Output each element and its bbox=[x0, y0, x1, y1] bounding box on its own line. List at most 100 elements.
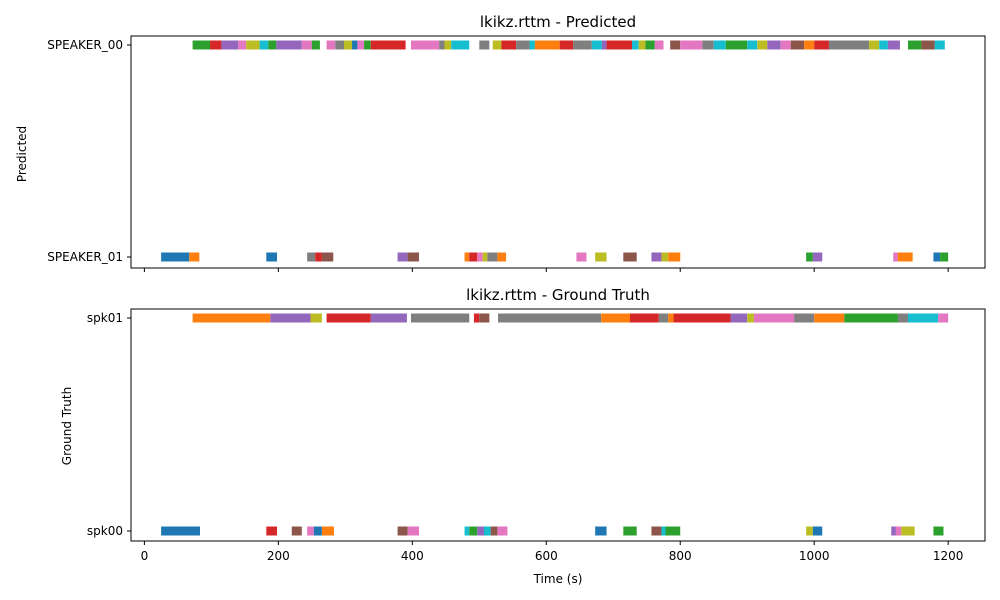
segment-spk01 bbox=[498, 313, 602, 323]
segment-spk01 bbox=[479, 313, 490, 323]
segment-speaker-00 bbox=[192, 40, 211, 50]
segment-spk00 bbox=[291, 526, 302, 536]
segment-speaker-00 bbox=[311, 40, 320, 50]
segment-speaker-01 bbox=[307, 252, 316, 262]
ground-truth-panel: lkikz.rttm - Ground Truth Ground Truth T… bbox=[60, 286, 986, 586]
segment-speaker-01 bbox=[321, 252, 334, 262]
segment-speaker-00 bbox=[828, 40, 870, 50]
segment-spk01 bbox=[668, 313, 674, 323]
segment-speaker-01 bbox=[497, 252, 507, 262]
segment-speaker-00 bbox=[335, 40, 344, 50]
segment-spk01 bbox=[747, 313, 754, 323]
segment-speaker-01 bbox=[487, 252, 498, 262]
segment-spk00 bbox=[891, 526, 896, 536]
segment-spk01 bbox=[192, 313, 271, 323]
segment-speaker-01 bbox=[576, 252, 587, 262]
segment-speaker-00 bbox=[210, 40, 222, 50]
segment-speaker-00 bbox=[780, 40, 791, 50]
segment-speaker-00 bbox=[879, 40, 888, 50]
segment-spk00 bbox=[895, 526, 902, 536]
segment-speaker-00 bbox=[439, 40, 445, 50]
segment-speaker-00 bbox=[301, 40, 312, 50]
segment-speaker-00 bbox=[921, 40, 935, 50]
segment-speaker-01 bbox=[464, 252, 470, 262]
segment-spk00 bbox=[266, 526, 278, 536]
segment-spk00 bbox=[933, 526, 944, 536]
segment-speaker-00 bbox=[632, 40, 639, 50]
segment-speaker-00 bbox=[680, 40, 703, 50]
segment-spk00 bbox=[407, 526, 420, 536]
segment-speaker-00 bbox=[814, 40, 829, 50]
segment-speaker-01 bbox=[161, 252, 190, 262]
segment-speaker-00 bbox=[516, 40, 530, 50]
segment-spk00 bbox=[490, 526, 498, 536]
segment-spk01 bbox=[601, 313, 630, 323]
ground-truth-axes-frame bbox=[130, 308, 986, 542]
segment-spk01 bbox=[730, 313, 748, 323]
segment-spk00 bbox=[661, 526, 666, 536]
segment-speaker-00 bbox=[645, 40, 655, 50]
segment-speaker-00 bbox=[654, 40, 664, 50]
segment-speaker-01 bbox=[397, 252, 408, 262]
segment-speaker-01 bbox=[661, 252, 669, 262]
xtick-label: 1200 bbox=[933, 549, 964, 563]
segment-speaker-00 bbox=[357, 40, 365, 50]
segment-speaker-00 bbox=[444, 40, 452, 50]
predicted-title: lkikz.rttm - Predicted bbox=[480, 13, 636, 31]
segment-speaker-00 bbox=[479, 40, 490, 50]
segment-spk01 bbox=[630, 313, 659, 323]
segment-speaker-01 bbox=[477, 252, 483, 262]
segment-speaker-00 bbox=[268, 40, 277, 50]
segment-spk01 bbox=[326, 313, 371, 323]
segment-spk00 bbox=[812, 526, 823, 536]
segment-speaker-01 bbox=[668, 252, 681, 262]
segment-speaker-00 bbox=[934, 40, 945, 50]
xtick-label: 1000 bbox=[799, 549, 830, 563]
segment-spk01 bbox=[897, 313, 908, 323]
segment-speaker-01 bbox=[189, 252, 200, 262]
segment-speaker-00 bbox=[352, 40, 358, 50]
ytick-label-speaker-00: SPEAKER_00 bbox=[47, 38, 123, 52]
ground-truth-title: lkikz.rttm - Ground Truth bbox=[466, 286, 650, 304]
segment-speaker-00 bbox=[326, 40, 336, 50]
segment-speaker-00 bbox=[713, 40, 726, 50]
segment-speaker-00 bbox=[907, 40, 922, 50]
segment-speaker-00 bbox=[606, 40, 633, 50]
segment-speaker-01 bbox=[407, 252, 420, 262]
segment-speaker-00 bbox=[238, 40, 247, 50]
segment-speaker-01 bbox=[482, 252, 488, 262]
segment-spk01 bbox=[753, 313, 795, 323]
segment-spk01 bbox=[473, 313, 480, 323]
predicted-ylabel: Predicted bbox=[15, 126, 29, 182]
segment-speaker-00 bbox=[364, 40, 371, 50]
segment-speaker-00 bbox=[804, 40, 815, 50]
ytick-label-spk01: spk01 bbox=[87, 311, 123, 325]
segment-speaker-01 bbox=[651, 252, 662, 262]
segment-spk00 bbox=[497, 526, 508, 536]
segment-speaker-00 bbox=[451, 40, 470, 50]
segment-speaker-01 bbox=[266, 252, 278, 262]
segment-spk00 bbox=[161, 526, 200, 536]
segment-spk00 bbox=[901, 526, 915, 536]
segment-speaker-00 bbox=[670, 40, 681, 50]
xtick-label: 0 bbox=[141, 549, 149, 563]
predicted-panel: lkikz.rttm - Predicted Predicted SPEAKER… bbox=[15, 13, 986, 272]
segment-speaker-00 bbox=[725, 40, 748, 50]
predicted-segments bbox=[161, 40, 949, 262]
segment-spk00 bbox=[595, 526, 607, 536]
segment-spk00 bbox=[483, 526, 491, 536]
segment-speaker-00 bbox=[887, 40, 900, 50]
segment-speaker-00 bbox=[601, 40, 607, 50]
segment-speaker-00 bbox=[221, 40, 239, 50]
segment-speaker-01 bbox=[897, 252, 913, 262]
segment-spk01 bbox=[658, 313, 669, 323]
segment-speaker-00 bbox=[276, 40, 302, 50]
segment-spk01 bbox=[938, 313, 949, 323]
segment-spk01 bbox=[907, 313, 939, 323]
segment-speaker-00 bbox=[638, 40, 646, 50]
segment-speaker-00 bbox=[246, 40, 260, 50]
xtick-label: 600 bbox=[535, 549, 558, 563]
segment-spk00 bbox=[313, 526, 322, 536]
segment-speaker-01 bbox=[933, 252, 941, 262]
